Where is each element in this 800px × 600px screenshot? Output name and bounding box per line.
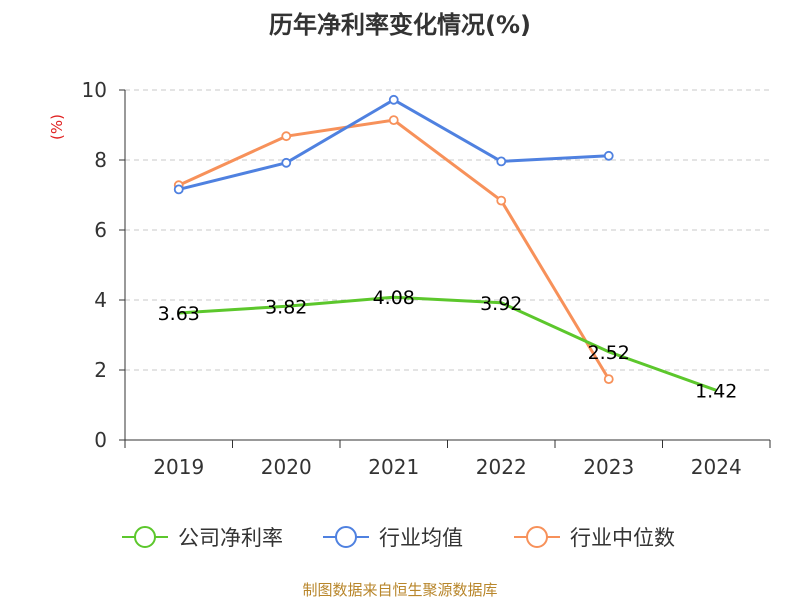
x-tick-label: 2024 (691, 455, 742, 479)
series-lines (173, 94, 717, 392)
data-label: 3.63 (158, 303, 200, 325)
data-point (496, 156, 507, 167)
data-point (173, 184, 184, 195)
legend-marker (526, 526, 548, 548)
y-tick-label: 6 (94, 218, 107, 242)
source-note: 制图数据来自恒生聚源数据库 (302, 581, 497, 599)
legend: 公司净利率 行业均值 行业中位数 (122, 526, 675, 550)
legend-marker (134, 526, 156, 548)
data-point (281, 131, 292, 142)
y-tick-label: 4 (94, 288, 107, 312)
data-point (388, 115, 399, 125)
x-tick-label: 2019 (153, 455, 204, 479)
data-labels: 3.63 3.82 4.08 3.92 2.52 1.42 (158, 287, 738, 402)
x-tick-label: 2020 (261, 455, 312, 479)
legend-label: 行业均值 (379, 526, 463, 550)
x-tick-label: 2021 (368, 455, 419, 479)
data-point (603, 150, 614, 161)
x-tick-labels: 2019 2020 2021 2022 2023 2024 (153, 455, 741, 479)
y-tick-labels: 0 2 4 6 8 10 (82, 78, 107, 452)
y-axis-unit: (%) (48, 114, 66, 140)
series-line-1 (178, 98, 609, 191)
x-tick-label: 2023 (583, 455, 634, 479)
data-point (388, 94, 399, 105)
axes (119, 89, 771, 448)
y-tick-label: 8 (94, 148, 107, 172)
y-tick-label: 2 (94, 358, 107, 382)
x-tick-label: 2022 (476, 455, 527, 479)
data-label: 1.42 (695, 380, 737, 402)
series-line-0 (178, 295, 717, 392)
data-point (496, 195, 507, 206)
legend-label: 公司净利率 (178, 526, 283, 550)
y-tick-label: 0 (94, 428, 107, 452)
data-label: 2.52 (588, 342, 630, 364)
legend-label: 行业中位数 (570, 526, 675, 550)
data-point (603, 374, 614, 385)
chart-title: 历年净利率变化情况(%) (269, 11, 531, 39)
data-label: 3.92 (480, 293, 522, 315)
y-tick-label: 10 (82, 78, 107, 102)
data-label: 3.82 (265, 296, 307, 318)
data-label: 4.08 (373, 287, 415, 309)
data-point (281, 157, 292, 168)
legend-marker (335, 526, 357, 548)
